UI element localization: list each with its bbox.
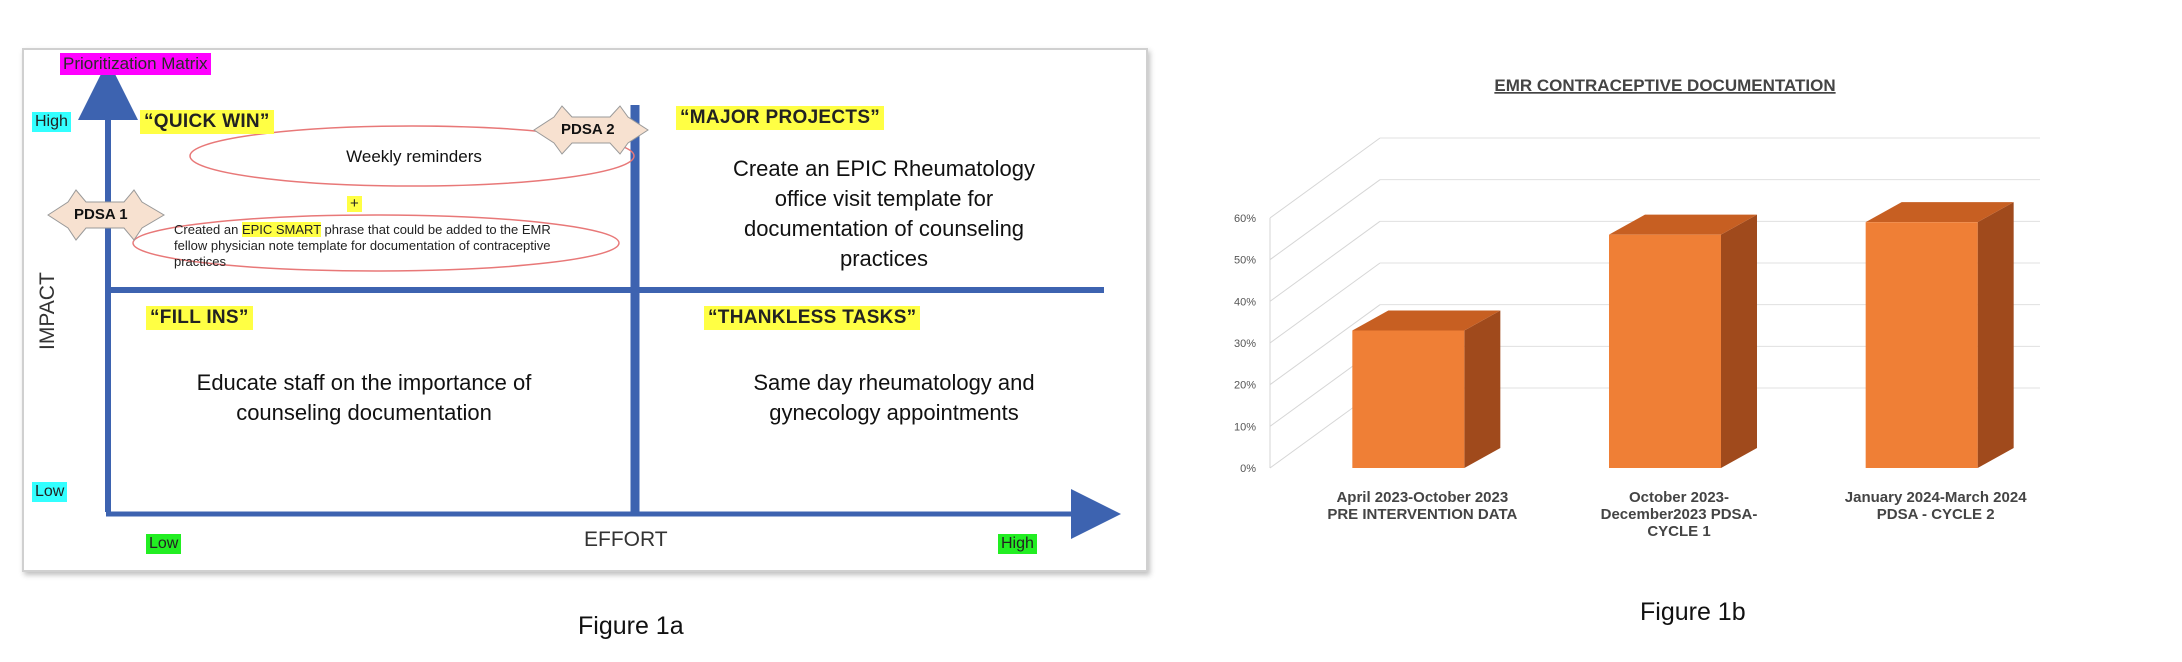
- grid-depth-line: [1269, 137, 1381, 219]
- major-projects-text: Create an EPIC Rheumatology office visit…: [732, 156, 1036, 271]
- thankless-tasks-text: Same day rheumatology and gynecology app…: [753, 370, 1035, 425]
- x-high-label: High: [998, 534, 1037, 554]
- major-projects-title: “MAJOR PROJECTS”: [676, 106, 885, 130]
- grid-depth-line: [1269, 262, 1381, 344]
- bar-3: [1865, 222, 1978, 468]
- grid-depth-line: [1269, 304, 1381, 386]
- fill-ins-title: “FILL INS”: [146, 306, 253, 330]
- category-label: CYCLE 1: [1647, 523, 1710, 540]
- category-label: January 2024-March 2024: [1845, 489, 2027, 506]
- chart-bars: [1352, 202, 2014, 468]
- fill-ins-text: Educate staff on the importance of couns…: [196, 370, 532, 425]
- pdsa2-badge: PDSA 2: [561, 121, 615, 138]
- bar-2: [1609, 234, 1721, 468]
- category-label: PRE INTERVENTION DATA: [1327, 506, 1517, 523]
- grid-depth-line: [1269, 220, 1381, 302]
- plus-sign: +: [347, 196, 362, 212]
- bar-top-1: [1352, 310, 1501, 331]
- category-label: April 2023-October 2023: [1336, 489, 1508, 506]
- category-label: PDSA - CYCLE 2: [1877, 506, 1995, 523]
- pdsa2-badge-shape: [533, 105, 649, 155]
- bar-top-3: [1865, 202, 2014, 223]
- y-tick-label: 0%: [1240, 463, 1256, 475]
- bar-1: [1352, 330, 1465, 468]
- figure-1a-caption: Figure 1a: [578, 612, 684, 640]
- figure-1b-caption: Figure 1b: [1640, 598, 1746, 626]
- epic-smart-text: Created an EPIC SMART phrase that could …: [174, 222, 551, 269]
- y-low-label: Low: [32, 482, 68, 502]
- quick-win-title: “QUICK WIN”: [140, 110, 274, 134]
- bar-top-2: [1609, 214, 1757, 235]
- bar-side-2: [1721, 214, 1757, 468]
- y-tick-label: 20%: [1234, 380, 1256, 392]
- chart-title: EMR CONTRACEPTIVE DOCUMENTATION: [1494, 76, 1835, 95]
- category-label: October 2023-: [1629, 489, 1729, 506]
- matrix-title: Prioritization Matrix: [60, 53, 211, 75]
- y-tick-label: 60%: [1234, 213, 1256, 225]
- category-label: December2023 PDSA-: [1601, 506, 1758, 523]
- y-tick-label: 40%: [1234, 296, 1256, 308]
- y-axis-label: IMPACT: [36, 272, 59, 350]
- y-tick-label: 10%: [1234, 421, 1256, 433]
- grid-depth-line: [1269, 179, 1381, 261]
- epic-smart-ellipse: [132, 214, 620, 272]
- y-high-label: High: [32, 112, 71, 132]
- y-tick-label: 50%: [1234, 255, 1256, 267]
- weekly-reminders-ellipse: [189, 125, 635, 187]
- pdsa1-badge-shape: [47, 189, 165, 241]
- prioritization-matrix: Prioritization Matrix High Low Low High …: [22, 48, 1148, 572]
- y-tick-label: 30%: [1234, 338, 1256, 350]
- thankless-tasks-title: “THANKLESS TASKS”: [704, 306, 921, 330]
- x-low-label: Low: [146, 534, 182, 554]
- weekly-reminders-text: Weekly reminders: [346, 147, 482, 166]
- matrix-axes: [47, 60, 1121, 539]
- bar-side-3: [1977, 202, 2014, 468]
- pdsa1-badge: PDSA 1: [74, 206, 128, 223]
- x-axis-label: EFFORT: [584, 528, 668, 551]
- y-tick-labels: 0% 10% 20% 30% 40% 50% 60%: [1234, 213, 1256, 475]
- emr-documentation-chart: EMR CONTRACEPTIVE DOCUMENTATION 0% 10% 20%…: [1234, 76, 2040, 540]
- bar-side-1: [1464, 310, 1501, 468]
